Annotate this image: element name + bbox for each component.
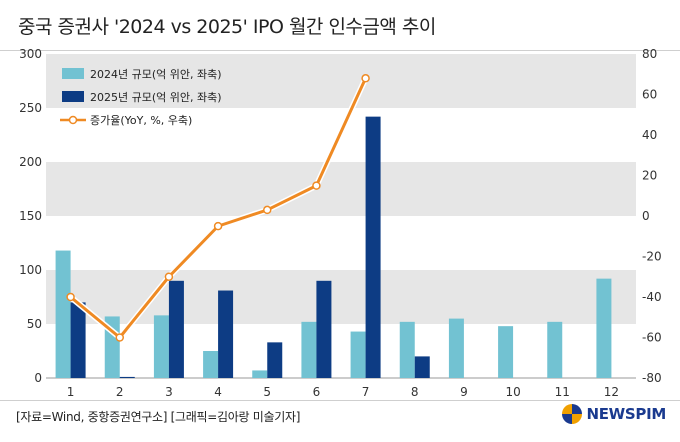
page-title: 중국 증권사 '2024 vs 2025' IPO 월간 인수금액 추이 <box>18 16 436 38</box>
right-tick-label: 20 <box>642 169 657 183</box>
x-tick-label: 7 <box>362 385 370 399</box>
right-tick-label: 80 <box>642 47 657 61</box>
bar-2024 <box>203 351 219 378</box>
x-axis-ticks: 1 2 3 4 5 6 7 8 9 10 11 12 <box>67 385 619 399</box>
x-tick-label: 8 <box>411 385 419 399</box>
bar-2024 <box>547 321 563 378</box>
grid-band <box>46 54 636 108</box>
bar-2025 <box>267 342 283 378</box>
legend-label: 2025년 규모(억 위안, 좌축) <box>90 91 222 104</box>
x-tick-label: 10 <box>505 385 520 399</box>
right-tick-label: 40 <box>642 128 657 142</box>
bar-2024 <box>55 250 71 378</box>
x-tick-label: 3 <box>165 385 173 399</box>
grid-bands <box>46 54 636 379</box>
left-tick-label: 0 <box>34 371 42 385</box>
legend-swatch-2024 <box>62 68 84 79</box>
right-tick-label: -60 <box>642 331 662 345</box>
growth-line <box>66 74 370 342</box>
left-tick-label: 300 <box>19 47 42 61</box>
left-tick-label: 50 <box>27 317 42 331</box>
left-tick-label: 250 <box>19 101 42 115</box>
bar-2024 <box>498 326 514 378</box>
newspim-logo-text: NEWSPIM <box>586 405 666 423</box>
bar-2024 <box>153 315 169 378</box>
x-tick-label: 6 <box>313 385 321 399</box>
right-tick-label: -20 <box>642 250 662 264</box>
growth-point <box>312 181 321 190</box>
bar-2024 <box>350 331 366 378</box>
bar-2025 <box>414 356 430 378</box>
bar-2025 <box>70 302 86 378</box>
legend-swatch-2025 <box>62 91 84 102</box>
growth-point <box>115 333 124 342</box>
growth-point <box>66 292 75 302</box>
x-tick-label: 1 <box>67 385 75 399</box>
growth-point <box>361 74 370 83</box>
legend-label: 2024년 규모(억 위안, 좌축) <box>90 68 222 81</box>
bar-2024 <box>448 318 464 378</box>
bar-2025 <box>365 116 381 378</box>
bar-2024 <box>252 370 268 378</box>
legend-label: 증가율(YoY, %, 우축) <box>90 114 192 127</box>
bar-2024 <box>301 321 317 378</box>
newspim-logo-icon <box>562 404 583 424</box>
x-tick-label: 9 <box>460 385 468 399</box>
left-tick-label: 150 <box>19 209 42 223</box>
right-tick-label: -40 <box>642 290 662 304</box>
bar-2025 <box>218 290 234 378</box>
x-tick-label: 11 <box>555 385 570 399</box>
bar-2025 <box>316 280 332 378</box>
right-tick-label: -80 <box>642 371 662 385</box>
x-tick-label: 2 <box>116 385 124 399</box>
left-axis-ticks: 0 50 100 150 200 250 300 <box>19 47 42 385</box>
source-note: [자료=Wind, 중항증권연구소] [그래픽=김아랑 미술기자] <box>16 410 301 424</box>
left-tick-label: 200 <box>19 155 42 169</box>
newspim-logo: NEWSPIM <box>562 404 666 424</box>
grid-band <box>46 162 636 216</box>
right-tick-label: 0 <box>642 209 650 223</box>
growth-point <box>263 205 272 215</box>
legend: 2024년 규모(억 위안, 좌축) 2025년 규모(억 위안, 좌축) 증가율(… <box>60 68 222 127</box>
title-divider <box>0 50 680 51</box>
bar-2025 <box>119 376 135 378</box>
growth-point <box>164 272 174 281</box>
x-tick-label: 4 <box>214 385 222 399</box>
bar-2025 <box>168 280 184 378</box>
bars <box>55 116 612 378</box>
grid-band <box>46 270 636 324</box>
legend-swatch-marker <box>68 115 78 125</box>
x-tick-label: 5 <box>263 385 271 399</box>
x-tick-label: 12 <box>604 385 619 399</box>
bar-2024 <box>399 321 415 378</box>
bar-2024 <box>596 278 612 378</box>
footer-divider <box>0 400 680 401</box>
right-tick-label: 60 <box>642 88 657 102</box>
left-tick-label: 100 <box>19 263 42 277</box>
right-axis-ticks: -80 -60 -40 -20 0 20 40 60 80 <box>642 47 662 385</box>
growth-point <box>213 221 223 231</box>
